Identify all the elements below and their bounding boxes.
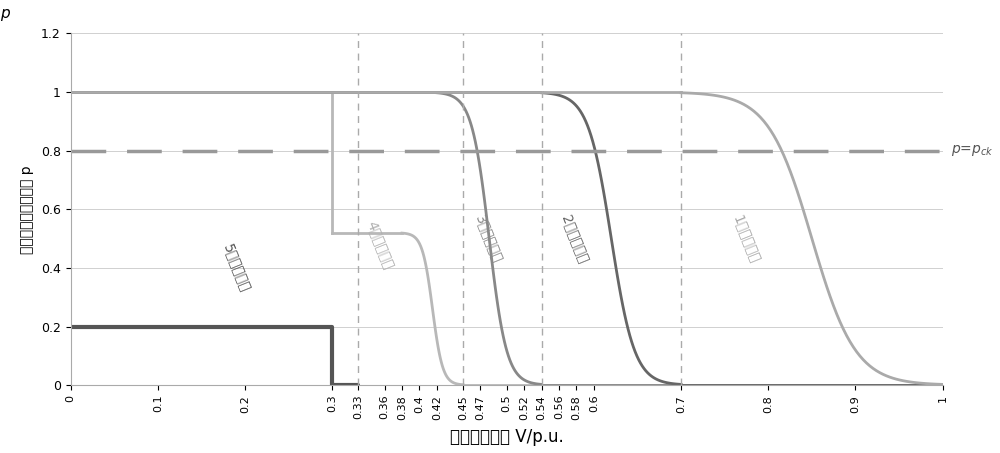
Text: 5级敏感负荷: 5级敏感负荷 [220,242,252,294]
Text: 3级敏感负荷: 3级敏感负荷 [473,212,505,265]
Text: 1级敏感负荷: 1级敏感负荷 [730,212,762,265]
Text: $p$: $p$ [0,7,11,23]
Y-axis label: 敏感性负荷损失概率 p: 敏感性负荷损失概率 p [20,165,34,254]
Text: 2级敏感负荷: 2级敏感负荷 [559,212,591,265]
X-axis label: 电压暂降幅值 V/p.u.: 电压暂降幅值 V/p.u. [450,428,564,446]
Text: $p$=$p_{ck}$: $p$=$p_{ck}$ [951,143,994,158]
Text: 4级敏感负荷: 4级敏感负荷 [364,218,396,270]
